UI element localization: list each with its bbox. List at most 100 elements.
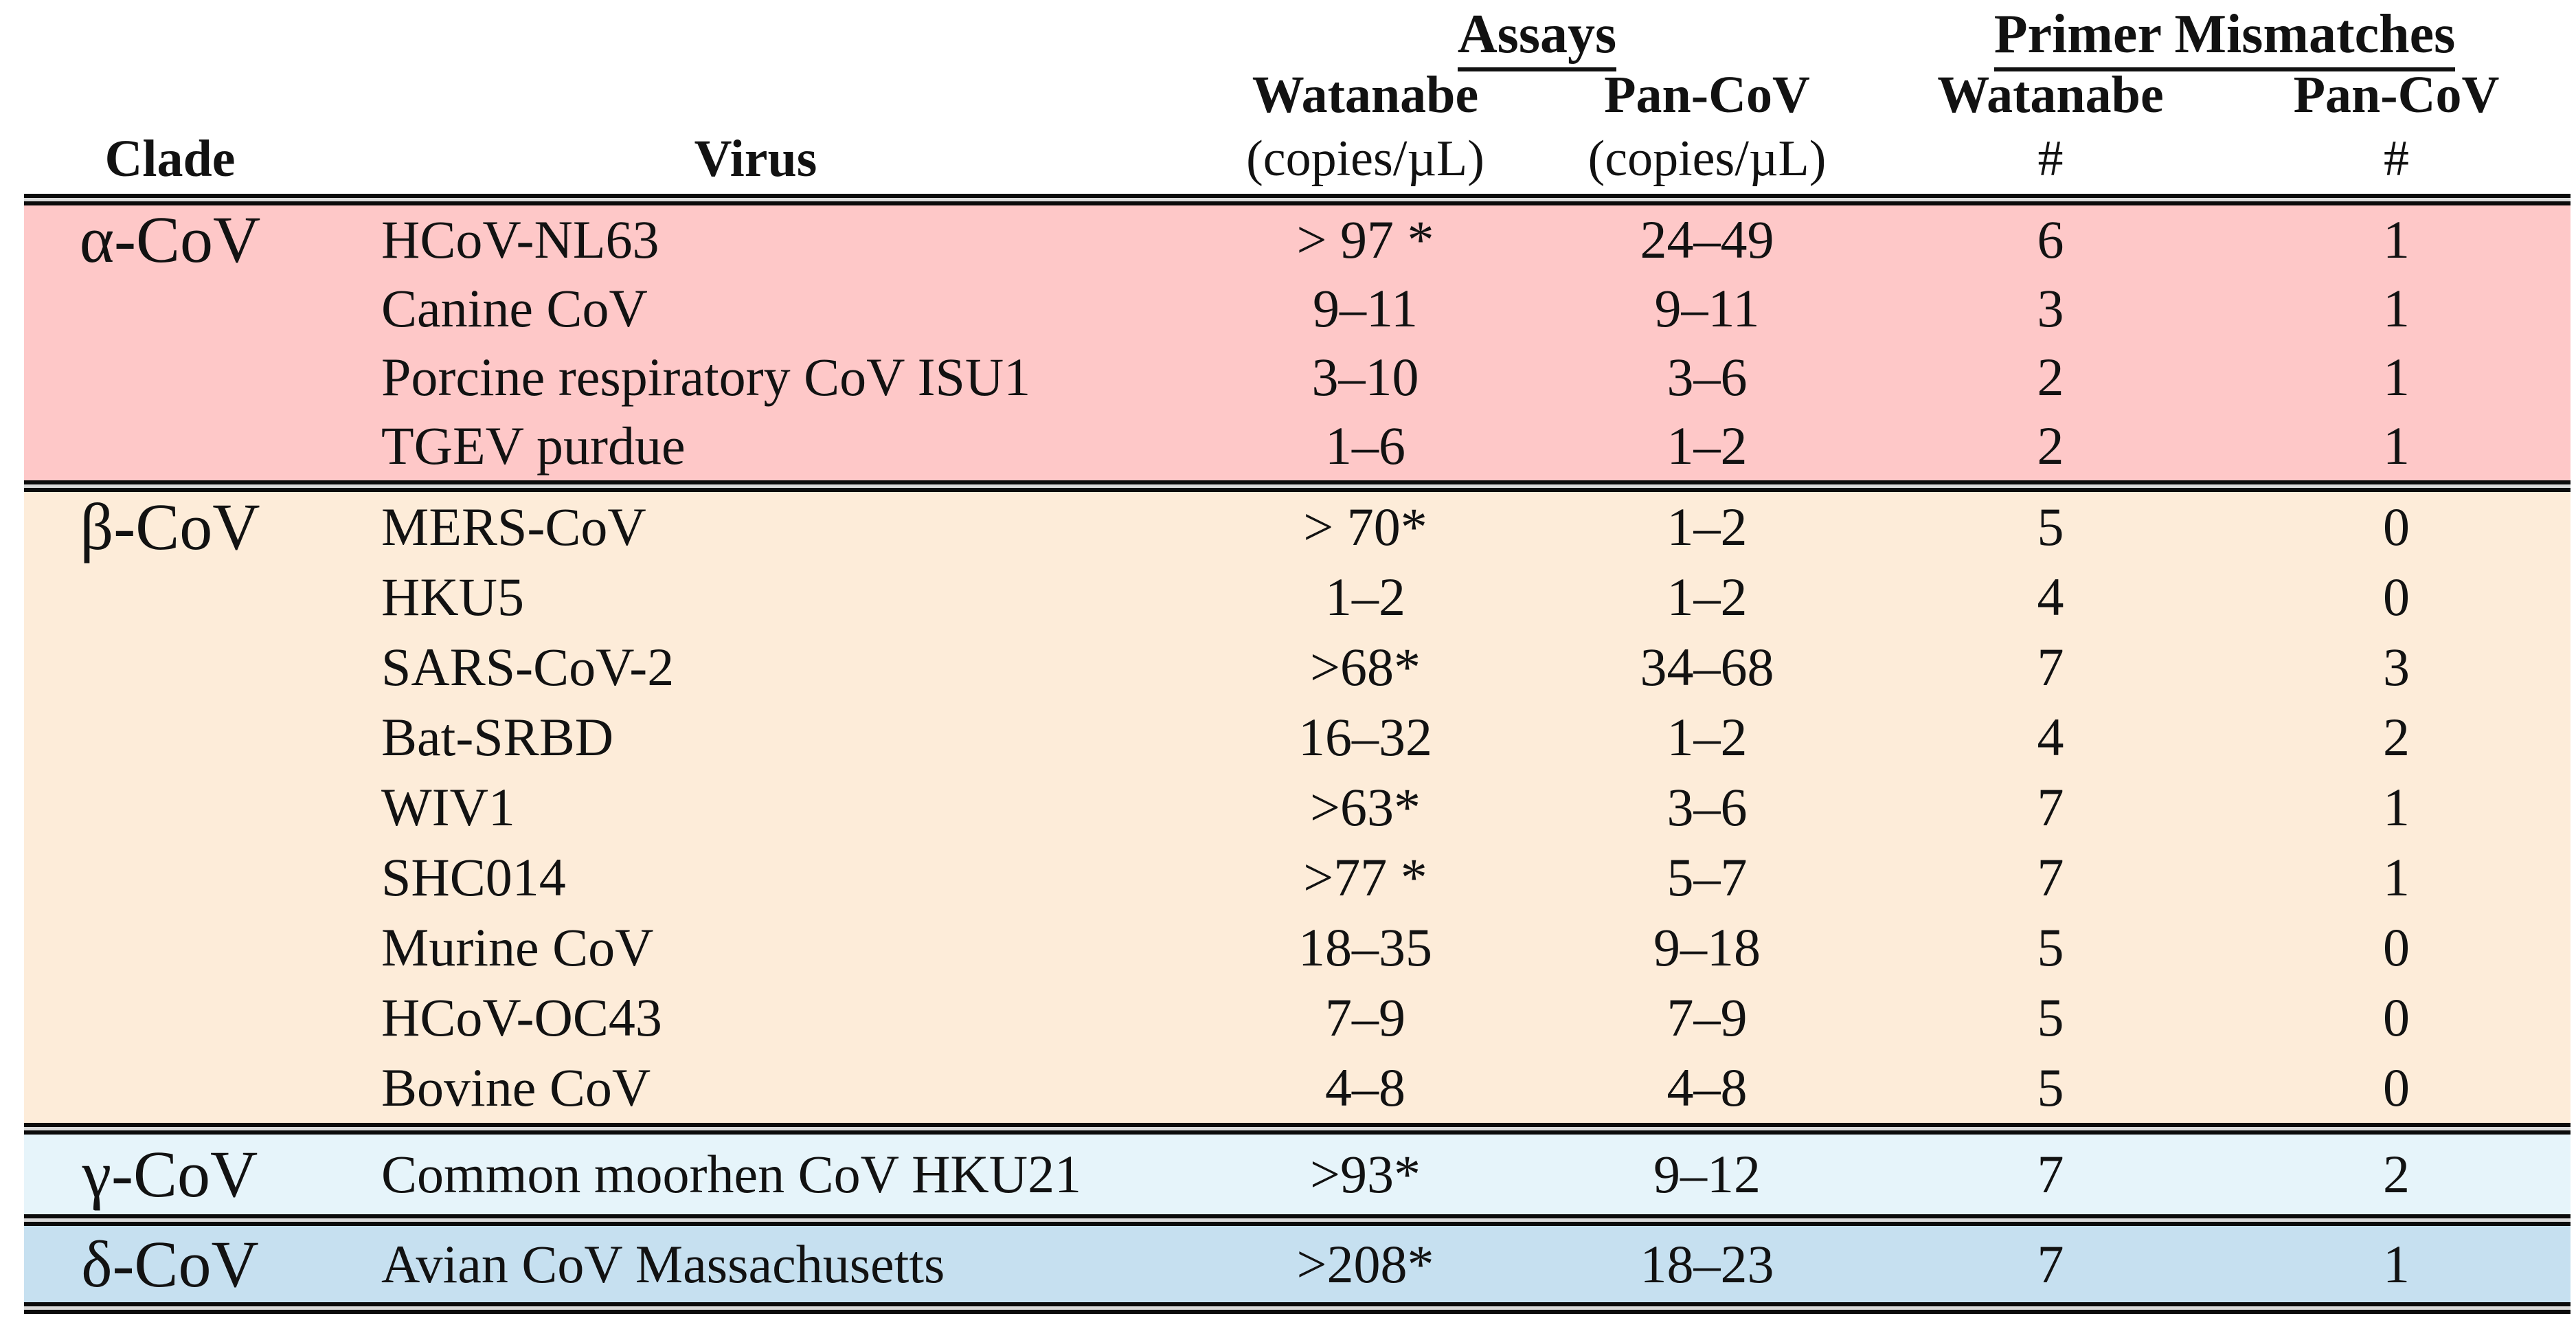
virus-name: Canine CoV — [381, 278, 648, 339]
watanabe-mismatch-value: 6 — [2037, 210, 2064, 270]
table-row: HCoV-OC43 7–9 7–9 5 0 — [24, 983, 2571, 1053]
watanabe-assay-value: 1–6 — [1325, 416, 1405, 476]
watanabe-mismatch-value: 5 — [2037, 1058, 2064, 1118]
section-separator-rule — [24, 1123, 2571, 1135]
pancov-mismatch-value: 0 — [2383, 917, 2410, 978]
virus-name: HCoV-NL63 — [381, 210, 659, 270]
assays-group-label: Assays — [1457, 5, 1617, 71]
watanabe-mismatch-value: 5 — [2037, 497, 2064, 557]
table-row: Bovine CoV 4–8 4–8 5 0 — [24, 1053, 2571, 1123]
pancov-mismatch-value: 0 — [2383, 1058, 2410, 1118]
header-group-row: Assays Primer Mismatches — [24, 5, 2571, 71]
assay-comparison-table: Assays Primer Mismatches Watanabe Pan-Co… — [24, 5, 2571, 1314]
pancov-mismatch-value: 1 — [2383, 416, 2410, 476]
pancov-assay-value: 1–2 — [1667, 707, 1748, 768]
watanabe-assay-value: 9–11 — [1312, 278, 1419, 339]
watanabe-mismatch-value: 7 — [2037, 1144, 2064, 1205]
mismatches-group-header: Primer Mismatches — [1879, 5, 2571, 71]
table-row: δ-CoV Avian CoV Massachusetts >208* 18–2… — [24, 1226, 2571, 1302]
pancov-mismatch-value: 2 — [2383, 1144, 2410, 1205]
pancov-mismatch-value: 1 — [2383, 777, 2410, 838]
watanabe-mismatch-value: 4 — [2037, 567, 2064, 627]
table-row: γ-CoV Common moorhen CoV HKU21 >93* 9–12… — [24, 1135, 2571, 1214]
pancov-mismatch-value: 1 — [2383, 210, 2410, 270]
table-row: Porcine respiratory CoV ISU1 3–10 3–6 2 … — [24, 343, 2571, 412]
watanabe-mismatch-value: 5 — [2037, 917, 2064, 978]
pancov-assay-value: 5–7 — [1667, 847, 1748, 908]
table-row: SARS-CoV-2 >68* 34–68 7 3 — [24, 632, 2571, 702]
clade-label: β-CoV — [80, 490, 260, 563]
virus-name: Murine CoV — [381, 917, 654, 978]
pancov-assay-value: 9–18 — [1653, 917, 1761, 978]
watanabe-assay-value: 16–32 — [1298, 707, 1432, 768]
watanabe-mismatch-value: 5 — [2037, 987, 2064, 1048]
virus-name: HKU5 — [381, 567, 524, 627]
watanabe-assay-value: >93* — [1310, 1144, 1421, 1205]
clade-label: γ-CoV — [82, 1137, 258, 1211]
section-delta-cov: δ-CoV Avian CoV Massachusetts >208* 18–2… — [24, 1226, 2571, 1302]
virus-name: MERS-CoV — [381, 497, 646, 557]
clade-column-header: Clade — [104, 130, 236, 188]
watanabe-assay-value: 3–10 — [1311, 347, 1419, 407]
table-row: WIV1 >63* 3–6 7 1 — [24, 772, 2571, 842]
watanabe-mismatch-value: 7 — [2037, 847, 2064, 908]
table-row: TGEV purdue 1–6 1–2 2 1 — [24, 412, 2571, 480]
watanabe-assay-value: 7–9 — [1325, 987, 1405, 1048]
section-beta-cov: β-CoV MERS-CoV > 70* 1–2 5 0 HKU5 1–2 1–… — [24, 492, 2571, 1123]
copies-unit-label: (copies/µL) — [1588, 131, 1827, 188]
watanabe-assay-value: > 97 * — [1296, 210, 1434, 270]
watanabe-assay-value: 1–2 — [1325, 567, 1405, 627]
pancov-assay-value: 34–68 — [1640, 637, 1774, 697]
clade-label: α-CoV — [79, 203, 261, 276]
virus-name: SHC014 — [381, 847, 566, 908]
pancov-mismatch-value: 1 — [2383, 847, 2410, 908]
pancov-mismatch-value: 2 — [2383, 707, 2410, 768]
pancov-assay-header: Pan-CoV — [1604, 66, 1810, 124]
pancov-assay-value: 18–23 — [1640, 1233, 1774, 1294]
pancov-assay-value: 1–2 — [1667, 497, 1748, 557]
virus-name: Bovine CoV — [381, 1058, 651, 1118]
virus-name: Avian CoV Massachusetts — [381, 1233, 945, 1294]
watanabe-mismatch-value: 4 — [2037, 707, 2064, 768]
virus-column-header: Virus — [694, 130, 817, 188]
pancov-assay-value: 1–2 — [1667, 416, 1748, 476]
watanabe-mismatch-value: 3 — [2037, 278, 2064, 339]
pancov-assay-value: 3–6 — [1667, 347, 1748, 407]
virus-name: Common moorhen CoV HKU21 — [381, 1144, 1082, 1205]
header-separator-rule — [24, 194, 2571, 205]
virus-name: Porcine respiratory CoV ISU1 — [381, 347, 1031, 407]
pancov-mismatch-header: Pan-CoV — [2293, 66, 2500, 124]
table-row: Canine CoV 9–11 9–11 3 1 — [24, 274, 2571, 343]
section-alpha-cov: α-CoV HCoV-NL63 > 97 * 24–49 6 1 Canine … — [24, 205, 2571, 480]
table-bottom-rule — [24, 1302, 2571, 1314]
virus-name: SARS-CoV-2 — [381, 637, 675, 697]
copies-unit-label: (copies/µL) — [1246, 131, 1484, 188]
watanabe-assay-value: >77 * — [1303, 847, 1427, 908]
watanabe-mismatch-value: 2 — [2037, 416, 2064, 476]
pancov-assay-value: 24–49 — [1640, 210, 1774, 270]
pancov-assay-value: 7–9 — [1667, 987, 1748, 1048]
section-separator-rule — [24, 1214, 2571, 1226]
section-gamma-cov: γ-CoV Common moorhen CoV HKU21 >93* 9–12… — [24, 1135, 2571, 1214]
assays-group-header: Assays — [1195, 5, 1879, 71]
watanabe-mismatch-value: 7 — [2037, 1233, 2064, 1294]
pancov-mismatch-value: 3 — [2383, 637, 2410, 697]
mismatches-group-label: Primer Mismatches — [1993, 5, 2456, 71]
pancov-mismatch-value: 0 — [2383, 567, 2410, 627]
virus-name: TGEV purdue — [381, 416, 686, 476]
watanabe-mismatch-header: Watanabe — [1937, 66, 2164, 124]
pancov-mismatch-value: 0 — [2383, 987, 2410, 1048]
header-units-row: Clade Virus (copies/µL) (copies/µL) # # — [24, 125, 2571, 194]
hash-unit-label: # — [2037, 131, 2064, 188]
watanabe-assay-value: 18–35 — [1298, 917, 1432, 978]
virus-name: HCoV-OC43 — [381, 987, 662, 1048]
pancov-assay-value: 9–12 — [1653, 1144, 1761, 1205]
header-assay-row: Watanabe Pan-CoV Watanabe Pan-CoV — [24, 66, 2571, 125]
watanabe-assay-value: >68* — [1310, 637, 1421, 697]
watanabe-assay-value: 4–8 — [1325, 1058, 1405, 1118]
pancov-mismatch-value: 0 — [2383, 497, 2410, 557]
watanabe-mismatch-value: 7 — [2037, 777, 2064, 838]
virus-name: WIV1 — [381, 777, 515, 838]
pancov-assay-value: 1–2 — [1667, 567, 1748, 627]
watanabe-assay-value: >208* — [1296, 1233, 1434, 1294]
